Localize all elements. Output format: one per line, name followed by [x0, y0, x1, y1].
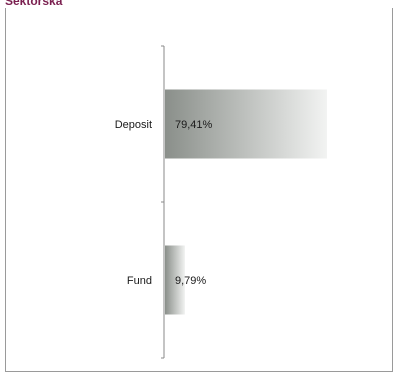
value-label-fund: 9,79%: [175, 275, 206, 287]
value-label-deposit: 79,41%: [175, 119, 213, 131]
category-label-fund: Fund: [127, 275, 152, 287]
bar-deposit: [165, 89, 327, 159]
chart-frame: [5, 8, 393, 372]
category-label-deposit: Deposit: [115, 119, 152, 131]
bar-fund: [165, 245, 185, 315]
chart-section-title: Sektorska: [5, 0, 63, 8]
